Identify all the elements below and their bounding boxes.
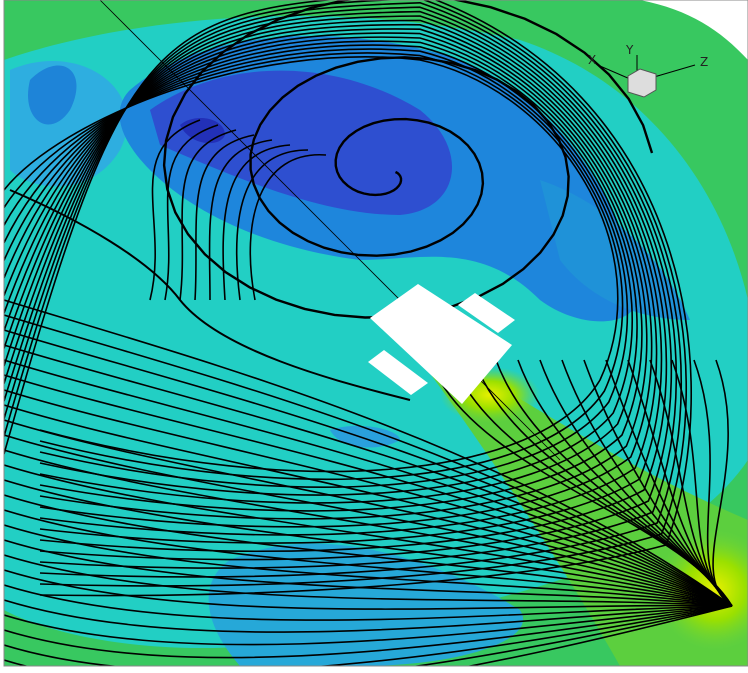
streamline (4, 44, 634, 496)
streamline (4, 10, 673, 561)
streamline (4, 605, 733, 666)
streamline (712, 359, 733, 607)
streamline (4, 524, 733, 607)
axis-y-label: Y (625, 43, 634, 57)
streamline (4, 32, 648, 520)
axis-x-label: X (588, 53, 596, 67)
streamline (4, 434, 733, 607)
streamline (4, 389, 733, 607)
streamline (4, 0, 692, 597)
streamline (4, 569, 733, 610)
body-plate-right (458, 293, 515, 333)
streamline (4, 479, 733, 607)
streamline (208, 139, 273, 301)
streamline (4, 404, 733, 607)
outside-region (640, 0, 748, 60)
streamline (4, 449, 733, 607)
streamline (4, 605, 733, 666)
streamline (4, 344, 733, 607)
streamline (4, 554, 733, 607)
body-plate-left (368, 350, 428, 395)
frame (3, 0, 748, 667)
streamline (4, 329, 733, 607)
streamline (4, 6, 678, 569)
streamline (4, 0, 687, 587)
body-block (370, 284, 512, 404)
axis-triad: X Y Z (588, 43, 708, 98)
streamline (4, 15, 668, 553)
streamline (162, 0, 654, 319)
streamline (4, 599, 733, 633)
axis-z-label: Z (700, 55, 708, 69)
streamline (9, 189, 411, 401)
contour-blue-left-core (28, 65, 77, 125)
streamline (4, 539, 733, 607)
streamline (249, 154, 327, 301)
streamline (4, 314, 733, 607)
streamline (4, 1, 683, 578)
streamline (164, 124, 219, 301)
streamline (4, 605, 733, 659)
triad-cube (627, 68, 657, 98)
streamline (4, 584, 733, 621)
streamline (4, 299, 733, 607)
streamline (149, 119, 201, 301)
streamline (4, 40, 638, 504)
streamline (466, 605, 733, 666)
streamline (4, 419, 733, 607)
contour-blue-small (330, 425, 400, 448)
streamline (4, 374, 733, 607)
streamline (4, 52, 624, 481)
streamline (4, 494, 733, 607)
streamline (4, 605, 733, 646)
streamline (4, 28, 653, 528)
edge-line (99, 0, 561, 461)
contour-dark-blue (150, 70, 453, 215)
streamline (179, 129, 237, 301)
streamline (4, 464, 733, 607)
streamline (222, 144, 291, 301)
streamlines (4, 0, 733, 666)
streamline (4, 19, 663, 544)
streamline (235, 149, 309, 301)
streamline (4, 509, 733, 607)
streamline (4, 359, 733, 607)
streamline (194, 134, 255, 301)
